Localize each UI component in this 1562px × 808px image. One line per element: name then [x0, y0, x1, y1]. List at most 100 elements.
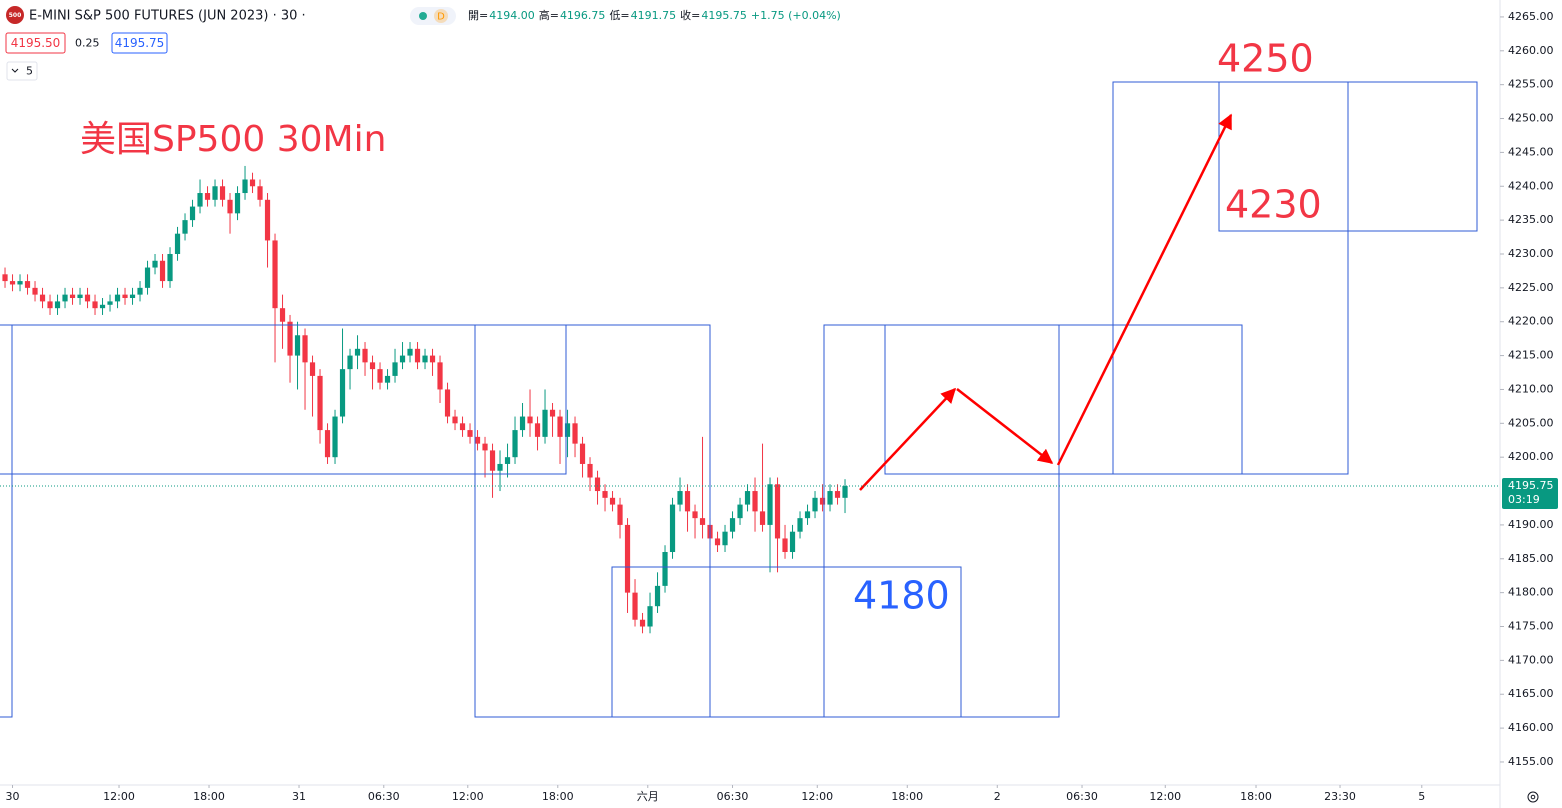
candle-body: [474, 436, 481, 444]
y-tick-label: 4175.00: [1508, 620, 1554, 633]
box: [474, 324, 711, 718]
candle-body: [842, 485, 848, 498]
y-tick-label: 4265.00: [1508, 10, 1554, 23]
x-tick-label: 18:00: [891, 790, 923, 803]
candle-body: [9, 281, 16, 285]
ohlc-label: 收=: [680, 8, 700, 22]
x-tick-label: 12:00: [1149, 790, 1181, 803]
countdown: 03:19: [1508, 493, 1540, 506]
candle-body: [504, 457, 511, 464]
plot-area: [2, 165, 848, 634]
gear-hub: [1530, 794, 1536, 800]
ohlc-legend: 開= 4194.00 高= 4196.75 低= 4191.75 收= 4195.75 +1.7…: [468, 8, 841, 22]
candle-body: [219, 186, 226, 200]
candle-body: [437, 362, 443, 390]
candle-body: [414, 348, 421, 363]
y-tick-label: 4215.00: [1508, 349, 1554, 362]
candle-body: [54, 301, 61, 309]
y-tick-label: 4260.00: [1508, 44, 1554, 57]
candle-body: [542, 409, 548, 437]
status-dot: [419, 12, 427, 20]
y-tick-label: 4225.00: [1508, 281, 1554, 294]
candle-body: [519, 416, 526, 431]
bid-box[interactable]: [5, 32, 66, 54]
candle-body: [609, 497, 616, 505]
status-d: D: [437, 12, 445, 23]
candle-body: [587, 463, 593, 478]
candle-body: [47, 301, 53, 309]
candle-body: [17, 281, 23, 285]
candle-body: [804, 511, 811, 519]
candle-body: [497, 463, 503, 471]
candle-body: [654, 585, 661, 607]
x-tick-label: 12:00: [103, 790, 135, 803]
x-tick-label: 06:30: [1066, 790, 1098, 803]
candle-body: [744, 491, 751, 505]
candle-body: [617, 504, 623, 525]
x-tick-label: 30: [6, 790, 20, 803]
indicator-count: 5: [26, 65, 33, 78]
symbol-icon: [6, 6, 24, 24]
arrow: [1056, 113, 1233, 466]
symbol-title[interactable]: E-MINI S&P 500 FUTURES (JUN 2023) · 30 ·: [29, 9, 306, 24]
candle-body: [152, 260, 158, 268]
ohlc-label: 開=: [468, 9, 488, 22]
ask: 4195.75: [115, 36, 165, 50]
candle-body: [789, 531, 796, 553]
candle-body: [204, 193, 211, 200]
candle-body: [407, 348, 413, 356]
candle-body: [692, 511, 698, 519]
annotation: 4230: [1225, 183, 1322, 227]
y-tick-label: 4230.00: [1508, 247, 1554, 260]
candle-body: [639, 619, 646, 627]
candle-body: [287, 321, 293, 356]
candle-body: [662, 552, 668, 586]
x-tick-label: 12:00: [452, 790, 484, 803]
settings-icon[interactable]: [1527, 791, 1539, 803]
candle-body: [39, 294, 46, 302]
ohlc-value: 4195.75: [701, 9, 747, 22]
candle-body: [84, 294, 91, 302]
candle-body: [302, 335, 308, 363]
candle-body: [482, 443, 488, 451]
candle-body: [2, 274, 8, 282]
candle-body: [107, 301, 113, 305]
candle-body: [324, 430, 331, 458]
x-tick-label: 18:00: [1240, 790, 1272, 803]
box: [884, 324, 1243, 475]
candle-body: [69, 294, 76, 299]
ohlc-value: 4191.75: [631, 9, 677, 22]
candle-body: [632, 592, 638, 620]
y-tick-label: 4240.00: [1508, 179, 1554, 192]
y-tick-label: 4180.00: [1508, 586, 1554, 599]
candle-body: [534, 423, 541, 437]
candle-body: [174, 233, 181, 254]
annotation: 4250: [1217, 37, 1314, 81]
ohlc-value: 4196.75: [560, 9, 606, 22]
candle-body: [459, 423, 466, 431]
candle-body: [557, 416, 563, 437]
candle-body: [699, 518, 706, 525]
indicators-toggle[interactable]: [6, 61, 38, 81]
candle-body: [167, 253, 173, 282]
y-tick-label: 4185.00: [1508, 552, 1554, 565]
candle-body: [279, 308, 286, 322]
y-tick-label: 4160.00: [1508, 721, 1554, 734]
candle-body: [384, 375, 391, 383]
ask-box[interactable]: [111, 32, 168, 54]
candle-body: [647, 606, 653, 627]
candle-body: [159, 260, 166, 282]
status-d-bg: [434, 9, 448, 23]
candle-body: [242, 179, 248, 194]
candle-body: [77, 294, 83, 299]
y-tick-label: 4155.00: [1508, 755, 1554, 768]
candle-body: [182, 220, 188, 234]
candle-body: [452, 416, 458, 424]
axes: 4155.00 4160.00 4165.00 4170.00 4175.00 4180.…: [6, 10, 1554, 803]
candle-body: [812, 497, 818, 512]
y-tick-label: 4170.00: [1508, 653, 1554, 666]
y-tick-label: 4245.00: [1508, 145, 1554, 158]
candle-body: [392, 362, 398, 376]
